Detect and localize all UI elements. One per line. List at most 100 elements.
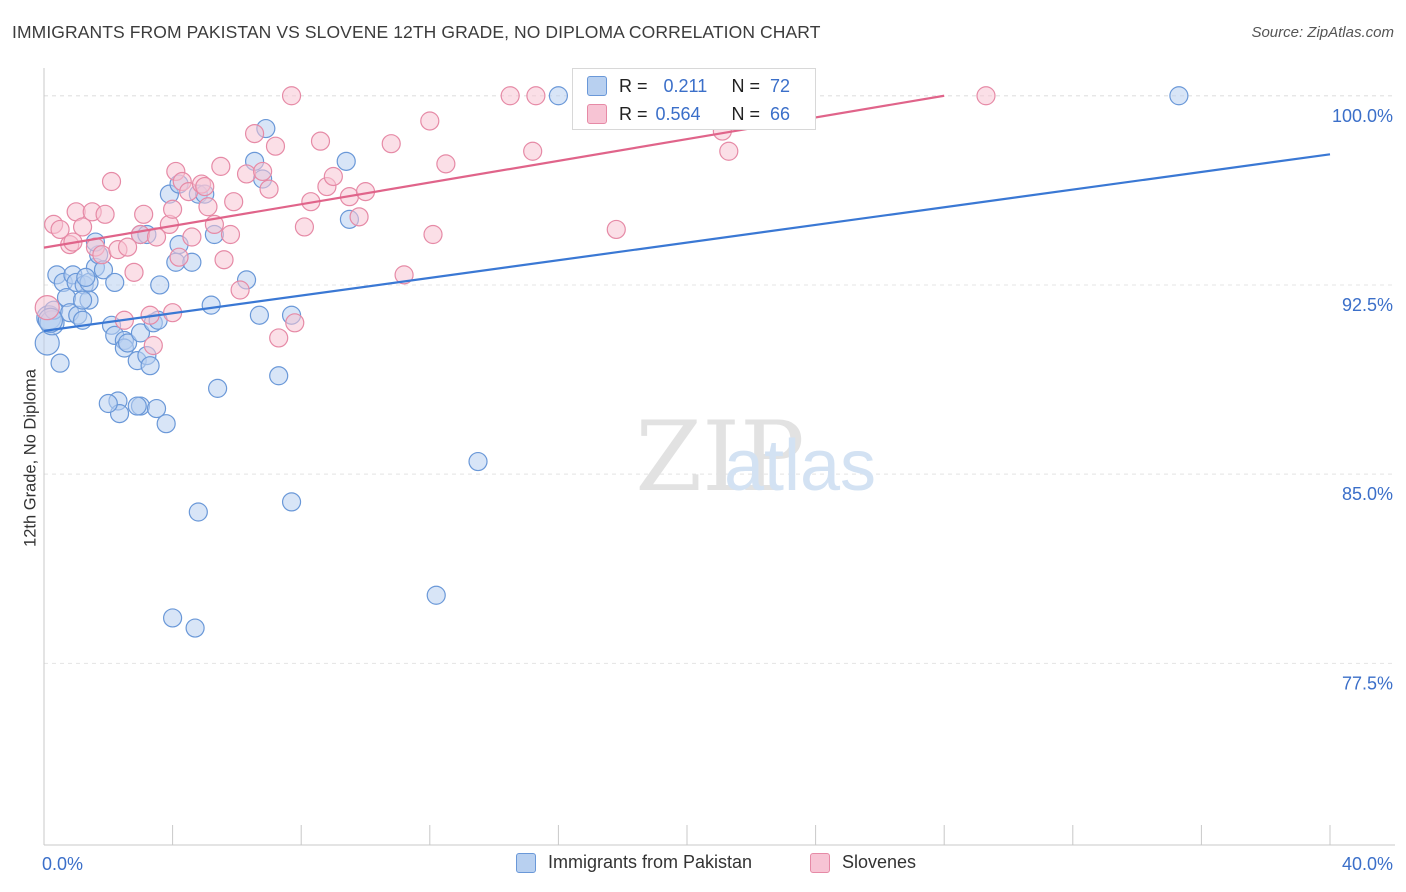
legend-n-label: N = bbox=[731, 75, 761, 96]
data-point-slovenes bbox=[50, 219, 70, 240]
axes bbox=[43, 68, 1395, 846]
y-tick-label: 100.0% bbox=[1332, 106, 1393, 126]
legend-swatch-pakistan bbox=[516, 852, 536, 873]
data-point-slovenes bbox=[265, 136, 286, 156]
legend-n-value: 66 bbox=[770, 103, 791, 124]
data-point-slovenes bbox=[976, 86, 996, 106]
data-point-slovenes bbox=[259, 179, 279, 199]
y-tick-label: 77.5% bbox=[1342, 673, 1393, 693]
data-point-slovenes bbox=[349, 207, 369, 227]
data-point-slovenes bbox=[500, 86, 520, 106]
data-point-slovenes bbox=[310, 131, 331, 151]
x-tick-label: 40.0% bbox=[1342, 854, 1393, 874]
data-point-slovenes bbox=[95, 204, 115, 224]
data-point-pakistan bbox=[426, 585, 446, 605]
data-point-slovenes bbox=[606, 219, 626, 240]
data-point-slovenes bbox=[253, 161, 273, 182]
data-point-slovenes bbox=[124, 262, 144, 282]
x-tick-label: 0.0% bbox=[42, 854, 83, 874]
data-point-slovenes bbox=[72, 217, 93, 237]
data-point-slovenes bbox=[436, 154, 456, 174]
data-point-pakistan bbox=[50, 353, 70, 373]
data-point-pakistan bbox=[249, 305, 270, 325]
data-point-pakistan bbox=[269, 366, 289, 386]
y-tick-label: 85.0% bbox=[1342, 484, 1393, 504]
data-point-pakistan bbox=[150, 275, 170, 295]
trend-line-pakistan bbox=[43, 153, 1331, 332]
data-point-slovenes bbox=[163, 199, 183, 219]
data-point-slovenes bbox=[526, 86, 546, 106]
data-point-slovenes bbox=[211, 156, 231, 176]
data-point-slovenes bbox=[294, 217, 315, 237]
legend-label-pakistan: Immigrants from Pakistan bbox=[548, 852, 753, 872]
data-point-pakistan bbox=[72, 290, 93, 310]
data-point-slovenes bbox=[143, 335, 163, 356]
data-point-slovenes bbox=[198, 197, 218, 217]
data-point-slovenes bbox=[281, 86, 302, 106]
data-point-pakistan bbox=[105, 272, 125, 293]
data-point-pakistan bbox=[468, 451, 488, 472]
correlation-legend: R = 0.211 N = 72 R = 0.564 N = 66 bbox=[572, 68, 816, 130]
data-point-slovenes bbox=[134, 204, 154, 224]
data-point-slovenes bbox=[169, 247, 189, 267]
data-point-pakistan bbox=[156, 414, 176, 434]
data-point-pakistan bbox=[1169, 86, 1189, 106]
data-point-slovenes bbox=[420, 111, 440, 131]
data-point-slovenes bbox=[394, 265, 414, 285]
data-point-pakistan bbox=[188, 502, 208, 522]
data-point-slovenes bbox=[244, 123, 265, 144]
legend-r-label: R = bbox=[619, 75, 648, 96]
data-point-pakistan bbox=[146, 398, 167, 419]
data-point-slovenes bbox=[381, 134, 401, 154]
chart-title: IMMIGRANTS FROM PAKISTAN VS SLOVENE 12TH… bbox=[12, 22, 821, 42]
series-legend: Immigrants from Pakistan Slovenes bbox=[0, 852, 1406, 878]
data-point-pakistan bbox=[127, 396, 147, 416]
data-point-slovenes bbox=[323, 166, 343, 187]
scatter-points bbox=[34, 86, 1189, 638]
legend-r-label: R = bbox=[619, 103, 648, 124]
data-point-slovenes bbox=[220, 224, 241, 245]
data-point-slovenes bbox=[214, 250, 234, 270]
data-point-slovenes bbox=[523, 141, 543, 161]
legend-swatch-pakistan bbox=[587, 76, 607, 96]
legend-n-value: 72 bbox=[770, 75, 791, 96]
legend-item-pakistan[interactable]: Immigrants from Pakistan bbox=[516, 852, 752, 873]
legend-n-label: N = bbox=[731, 103, 761, 124]
legend-swatch-slovenes bbox=[810, 852, 830, 873]
watermark-zip: ZIP bbox=[635, 401, 804, 513]
source-label: Source: ZipAtlas.com bbox=[1251, 24, 1394, 41]
data-point-slovenes bbox=[34, 295, 60, 321]
tick-labels: 100.0% 92.5% 85.0% 77.5% 0.0% 40.0% bbox=[42, 106, 1393, 874]
data-point-slovenes bbox=[195, 176, 215, 197]
legend-swatch-slovenes bbox=[587, 104, 607, 124]
data-point-slovenes bbox=[719, 141, 739, 161]
data-point-slovenes bbox=[117, 237, 138, 257]
legend-label-slovenes: Slovenes bbox=[842, 852, 917, 872]
data-point-pakistan bbox=[117, 333, 138, 353]
legend-item-slovenes[interactable]: Slovenes bbox=[810, 852, 916, 873]
data-point-slovenes bbox=[230, 280, 250, 300]
data-point-slovenes bbox=[101, 171, 122, 192]
data-point-pakistan bbox=[208, 378, 228, 398]
data-point-slovenes bbox=[182, 227, 202, 247]
data-point-pakistan bbox=[163, 608, 183, 628]
legend-r-value: 0.564 bbox=[655, 103, 701, 124]
watermark-atlas: atlas bbox=[724, 426, 876, 506]
data-point-pakistan bbox=[140, 356, 160, 376]
legend-row-pakistan: R = 0.211 N = 72 bbox=[587, 73, 790, 99]
data-point-slovenes bbox=[269, 328, 289, 348]
data-point-slovenes bbox=[423, 224, 443, 245]
data-point-slovenes bbox=[224, 192, 244, 212]
data-point-pakistan bbox=[281, 492, 302, 512]
y-tick-label: 92.5% bbox=[1342, 295, 1393, 315]
data-point-pakistan bbox=[336, 151, 356, 171]
data-point-pakistan bbox=[130, 323, 151, 343]
legend-r-value: 0.211 bbox=[663, 75, 708, 96]
data-point-pakistan bbox=[185, 618, 205, 638]
data-point-pakistan bbox=[98, 393, 118, 414]
y-axis-title: 12th Grade, No Diploma bbox=[21, 369, 40, 547]
data-point-slovenes bbox=[285, 313, 305, 333]
data-point-slovenes bbox=[92, 245, 112, 265]
data-point-pakistan bbox=[201, 295, 221, 315]
